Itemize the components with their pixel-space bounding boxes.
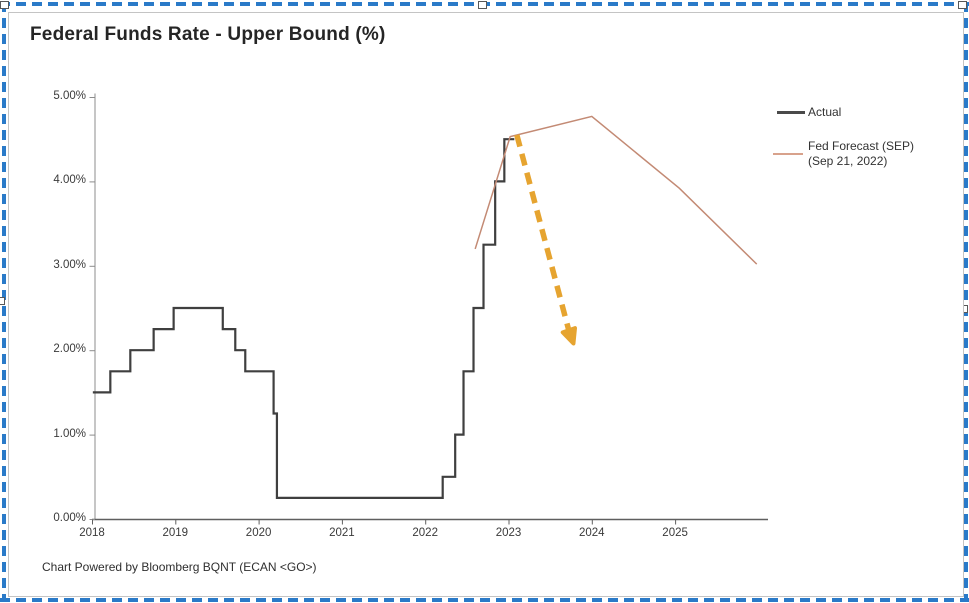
y-tick-label: 0.00% (53, 512, 86, 524)
annotation-arrow (514, 134, 578, 346)
chart-image[interactable] (8, 12, 964, 597)
x-tick-label: 2025 (662, 527, 688, 539)
y-tick-label: 1.00% (53, 427, 86, 440)
resize-handle-top-center[interactable] (478, 1, 487, 9)
y-tick-label: 5.00% (53, 90, 86, 102)
y-tick-label: 2.00% (53, 343, 86, 356)
y-tick-label: 4.00% (53, 174, 86, 187)
data-series (92, 115, 758, 499)
axes (89, 93, 768, 525)
legend-actual-swatch (777, 111, 805, 114)
resize-handle-left-middle[interactable] (0, 297, 5, 305)
legend-forecast-line2: (Sep 21, 2022) (808, 154, 888, 168)
x-tick-label: 2021 (329, 527, 355, 539)
legend-forecast-swatch (773, 153, 803, 155)
x-tick-label: 2018 (79, 527, 105, 539)
x-tick-label: 2020 (245, 527, 272, 539)
legend-forecast-label: Fed Forecast (SEP) (Sep 21, 2022) (808, 139, 958, 169)
selection-border-right (964, 2, 968, 602)
powered-by-text: Chart Powered by Bloomberg BQNT (ECAN <G… (42, 560, 317, 574)
legend-forecast-line1: Fed Forecast (SEP) (808, 139, 915, 153)
x-tick-label: 2019 (162, 527, 189, 539)
x-tick-label: 2022 (412, 527, 438, 539)
x-tick-label: 2023 (495, 527, 522, 539)
series-actual (92, 138, 515, 499)
y-tick-label: 3.00% (53, 258, 86, 271)
x-tick-label: 2024 (579, 527, 605, 539)
resize-handle-top-left[interactable] (0, 1, 9, 9)
series-fed (474, 115, 758, 265)
resize-handle-top-right[interactable] (958, 1, 967, 9)
selection-border-bottom (0, 598, 969, 602)
legend-actual-label: Actual (808, 105, 842, 119)
chart-title: Federal Funds Rate - Upper Bound (%) (30, 24, 386, 45)
